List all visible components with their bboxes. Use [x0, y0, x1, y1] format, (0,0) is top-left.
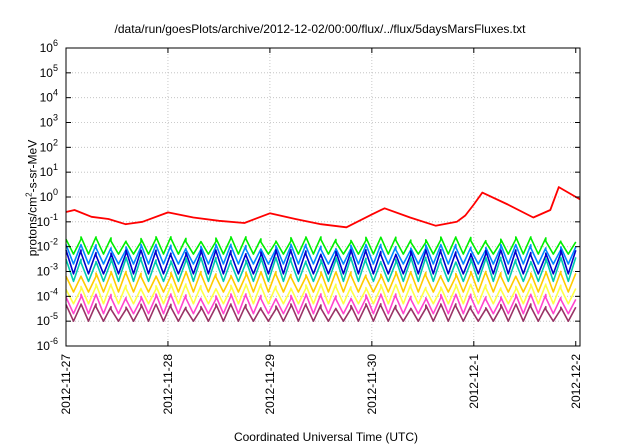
x-tick-label: 2012-11-30: [365, 354, 379, 415]
chart-title: /data/run/goesPlots/archive/2012-12-02/0…: [114, 22, 526, 36]
y-tick-label: 105: [40, 63, 58, 80]
y-tick-label: 10-4: [37, 286, 58, 303]
y-tick-label: 101: [40, 162, 58, 179]
flux-series-line: [65, 249, 577, 275]
flux-series-line: [65, 303, 577, 322]
flux-series-line: [65, 283, 577, 305]
y-tick-label: 10-6: [37, 336, 58, 353]
x-tick-label: 2012-12-1: [467, 354, 481, 409]
y-tick-label: 10-1: [37, 212, 58, 229]
x-axis-label: Coordinated Universal Time (UTC): [233, 430, 419, 444]
y-tick-labels: 10-6 10-5 10-4 10-3 10-2 10-1 100 101 102 103 104 1…: [37, 38, 58, 353]
y-tick-label: 102: [40, 137, 58, 154]
x-tick-label: 2012-11-28: [161, 354, 175, 415]
x-tick-label: 2012-11-29: [263, 354, 277, 415]
series-lines: [65, 186, 581, 322]
x-tick-label: 2012-11-27: [59, 354, 73, 415]
x-tick-labels: 2012-11-27 2012-11-28 2012-11-29 2012-11-30…: [59, 354, 583, 415]
y-tick-label: 106: [40, 38, 58, 55]
axis-ticks: [65, 47, 580, 347]
x-tick-label: 2012-12-2: [569, 354, 583, 409]
y-tick-label: 10-3: [37, 262, 58, 279]
flux-series-line: [65, 293, 577, 315]
red-flux-series-line: [65, 186, 581, 229]
flux-series-line: [65, 256, 577, 283]
y-tick-label: 10-2: [37, 237, 58, 254]
flux-series-line: [65, 243, 577, 265]
y-tick-label: 104: [40, 88, 58, 105]
y-tick-label: 103: [40, 113, 58, 130]
flux-series-line: [65, 236, 577, 255]
y-tick-label: 100: [40, 187, 58, 204]
y-tick-label: 10-5: [37, 311, 58, 328]
flux-series-line: [65, 270, 577, 293]
